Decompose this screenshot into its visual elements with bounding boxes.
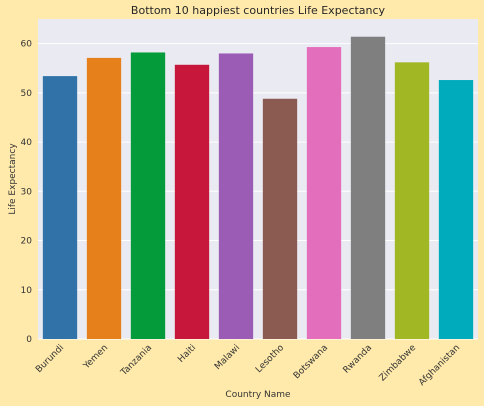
x-tick-label: Botswana <box>292 343 330 381</box>
y-tick-label: 20 <box>21 237 33 247</box>
y-tick-label: 10 <box>21 286 33 296</box>
x-tick-labels: Burundi Yemen Tanzania Haiti Malawi Lesotho Bo… <box>34 343 462 388</box>
x-axis-title: Country Name <box>225 390 291 400</box>
bar-botswana <box>306 47 342 340</box>
y-axis-title: Life Expectancy <box>8 143 18 215</box>
x-tick-label: Lesotho <box>254 343 286 375</box>
bar-malawi <box>218 53 254 339</box>
bar-haiti <box>174 64 210 340</box>
bar-afghanistan <box>438 80 474 340</box>
x-tick-label: Malawi <box>213 343 242 372</box>
x-tick-label: Haiti <box>176 343 198 365</box>
x-tick-label: Rwanda <box>342 343 375 376</box>
y-tick-label: 50 <box>21 89 33 99</box>
x-tick-label: Zimbabwe <box>378 343 419 384</box>
x-tick-label: Yemen <box>81 343 110 372</box>
bar-yemen <box>86 57 122 340</box>
y-tick-label: 40 <box>21 138 33 148</box>
y-tick-label: 30 <box>21 187 33 197</box>
chart-title: Bottom 10 happiest countries Life Expect… <box>131 4 386 17</box>
y-tick-label: 0 <box>26 335 32 345</box>
y-tick-label: 60 <box>21 40 33 50</box>
x-tick-label: Burundi <box>34 343 66 375</box>
bars <box>42 36 474 340</box>
bar-tanzania <box>130 52 166 339</box>
bar-zimbabwe <box>394 62 430 339</box>
x-tick-label: Afghanistan <box>417 343 462 388</box>
x-tick-label: Tanzania <box>119 343 154 378</box>
y-tick-labels: 0 10 20 30 40 50 60 <box>21 40 33 345</box>
bar-burundi <box>42 76 78 339</box>
bar-rwanda <box>350 36 386 339</box>
bar-lesotho <box>262 98 298 339</box>
